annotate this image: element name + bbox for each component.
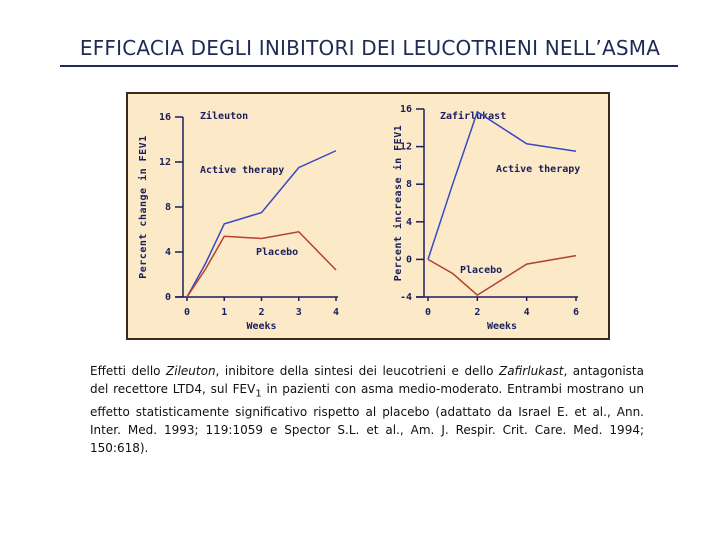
caption-drug: Zileuton <box>166 364 216 378</box>
x-tick-label: 6 <box>573 307 579 318</box>
y-tick-label: 16 <box>159 112 171 123</box>
y-tick-label: 0 <box>406 254 412 265</box>
x-axis-label: Weeks <box>246 321 276 332</box>
caption: Effetti dello Zileuton, inibitore della … <box>90 362 644 457</box>
y-tick-label: 12 <box>400 142 412 153</box>
x-tick-label: 2 <box>258 307 264 318</box>
caption-text: , antagonista del recettore LTD4, sul FE… <box>90 364 644 396</box>
y-axis-label: Percent increase in FEV1 <box>392 125 404 282</box>
x-tick-label: 4 <box>333 307 339 318</box>
caption-subscript: 1 <box>255 388 262 400</box>
y-tick-label: 0 <box>165 292 171 303</box>
series-label: Active therapy <box>496 163 580 175</box>
x-axis-label: Weeks <box>487 321 517 332</box>
x-tick-label: 0 <box>184 307 190 318</box>
x-tick-label: 1 <box>221 307 227 318</box>
series-line <box>427 110 577 260</box>
series-line <box>186 230 337 298</box>
series-label: Placebo <box>256 247 298 258</box>
x-tick-label: 4 <box>524 307 530 318</box>
x-tick-label: 2 <box>474 307 480 318</box>
chart-title: Zileuton <box>200 110 248 122</box>
caption-text: in pazienti con asma medio-moderato. Ent… <box>90 382 644 456</box>
x-tick-label: 0 <box>425 307 431 318</box>
series-label: Active therapy <box>200 164 284 176</box>
y-tick-label: -4 <box>400 292 412 303</box>
chart-title: Zafirlukast <box>440 110 506 122</box>
slide-title: EFFICACIA DEGLI INIBITORI DEI LEUCOTRIEN… <box>79 36 661 60</box>
caption-text: Effetti dello <box>90 364 167 378</box>
y-tick-label: 4 <box>165 247 171 258</box>
caption-text: , inibitore della sintesi dei leucotrien… <box>215 364 499 378</box>
series-line <box>186 150 337 298</box>
chart-panel <box>126 92 610 340</box>
series-label: Placebo <box>460 265 502 276</box>
y-tick-label: 12 <box>159 157 171 168</box>
y-axis-label: Percent change in FEV1 <box>137 135 149 278</box>
y-tick-label: 16 <box>400 104 412 115</box>
series-line <box>427 254 577 297</box>
y-tick-label: 4 <box>406 217 412 228</box>
caption-drug: Zafirlukast <box>498 364 564 378</box>
y-tick-label: 8 <box>165 202 171 213</box>
x-tick-label: 3 <box>296 307 302 318</box>
y-tick-label: 8 <box>406 179 412 190</box>
